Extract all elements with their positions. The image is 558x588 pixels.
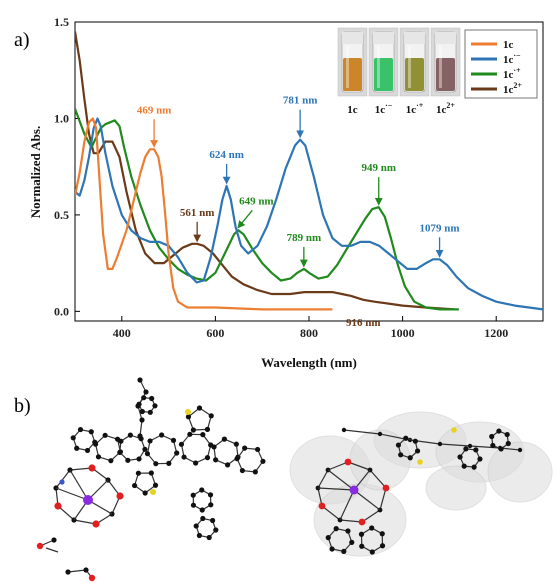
series-1c-dication-line bbox=[75, 31, 455, 311]
legend-entry: 1c bbox=[503, 39, 514, 51]
space-filling-structure bbox=[289, 411, 553, 557]
peak-annotations: 469 nm 624 nm 781 nm 1079 nm 649 nm 789 nm 949… bbox=[137, 95, 460, 329]
y-axis-title: Normalized Abs. bbox=[28, 126, 43, 218]
legend-box bbox=[464, 29, 538, 99]
y-tick-label: 0.0 bbox=[54, 304, 69, 318]
vial-photo bbox=[337, 27, 368, 97]
peak-label: 624 nm bbox=[209, 149, 244, 161]
vial-photo bbox=[368, 27, 399, 97]
axis-ticks: 400 600 800 1000 1200 0.0 0.5 1.0 1.5 bbox=[54, 15, 508, 340]
peak-label: 949 nm bbox=[361, 162, 396, 174]
x-tick-label: 600 bbox=[206, 326, 224, 340]
vial-label: 1c·− bbox=[375, 101, 393, 116]
peak-label: 916 nm bbox=[346, 317, 381, 329]
y-tick-label: 0.5 bbox=[54, 208, 69, 222]
peak-label: 469 nm bbox=[137, 104, 172, 116]
x-tick-label: 400 bbox=[113, 326, 131, 340]
x-tick-label: 1000 bbox=[391, 326, 415, 340]
legend-entry: 1c2+ bbox=[503, 81, 522, 96]
series-1c-radical-cation-line bbox=[75, 108, 459, 311]
peak-label: 561 nm bbox=[180, 207, 215, 219]
peak-label: 649 nm bbox=[239, 195, 274, 207]
vial-label: 1c bbox=[347, 104, 358, 116]
peak-label: 1079 nm bbox=[420, 222, 460, 234]
x-tick-label: 800 bbox=[300, 326, 318, 340]
x-tick-label: 1200 bbox=[484, 326, 508, 340]
legend-entry: 1c·+ bbox=[503, 66, 521, 81]
vial-label: 1c·+ bbox=[406, 101, 424, 116]
peak-label: 781 nm bbox=[283, 95, 318, 107]
y-tick-label: 1.0 bbox=[54, 111, 69, 125]
panel-a-label: a) bbox=[14, 29, 30, 51]
vial-photo bbox=[430, 27, 461, 97]
series-1c-radical-anion-line bbox=[75, 117, 543, 311]
vial-photos: 1c 1c·− 1c·+ 1c2+ bbox=[337, 27, 461, 116]
series-1c-line bbox=[75, 117, 333, 311]
absorption-chart: 400 600 800 1000 1200 0.0 0.5 1.0 1.5 469 nm 624 … bbox=[28, 15, 544, 370]
panel-b-label: b) bbox=[14, 395, 31, 417]
legend-entry: 1c·− bbox=[503, 51, 521, 66]
y-tick-label: 1.5 bbox=[54, 15, 69, 29]
peak-label: 789 nm bbox=[287, 232, 322, 244]
vial-photo bbox=[399, 27, 430, 97]
ball-and-stick-structure bbox=[36, 377, 266, 582]
series-layer bbox=[75, 31, 543, 311]
peak-arrow bbox=[237, 209, 253, 229]
crystal-structures bbox=[36, 377, 553, 582]
x-axis-title: Wavelength (nm) bbox=[261, 355, 357, 370]
vial-label: 1c2+ bbox=[436, 101, 455, 116]
